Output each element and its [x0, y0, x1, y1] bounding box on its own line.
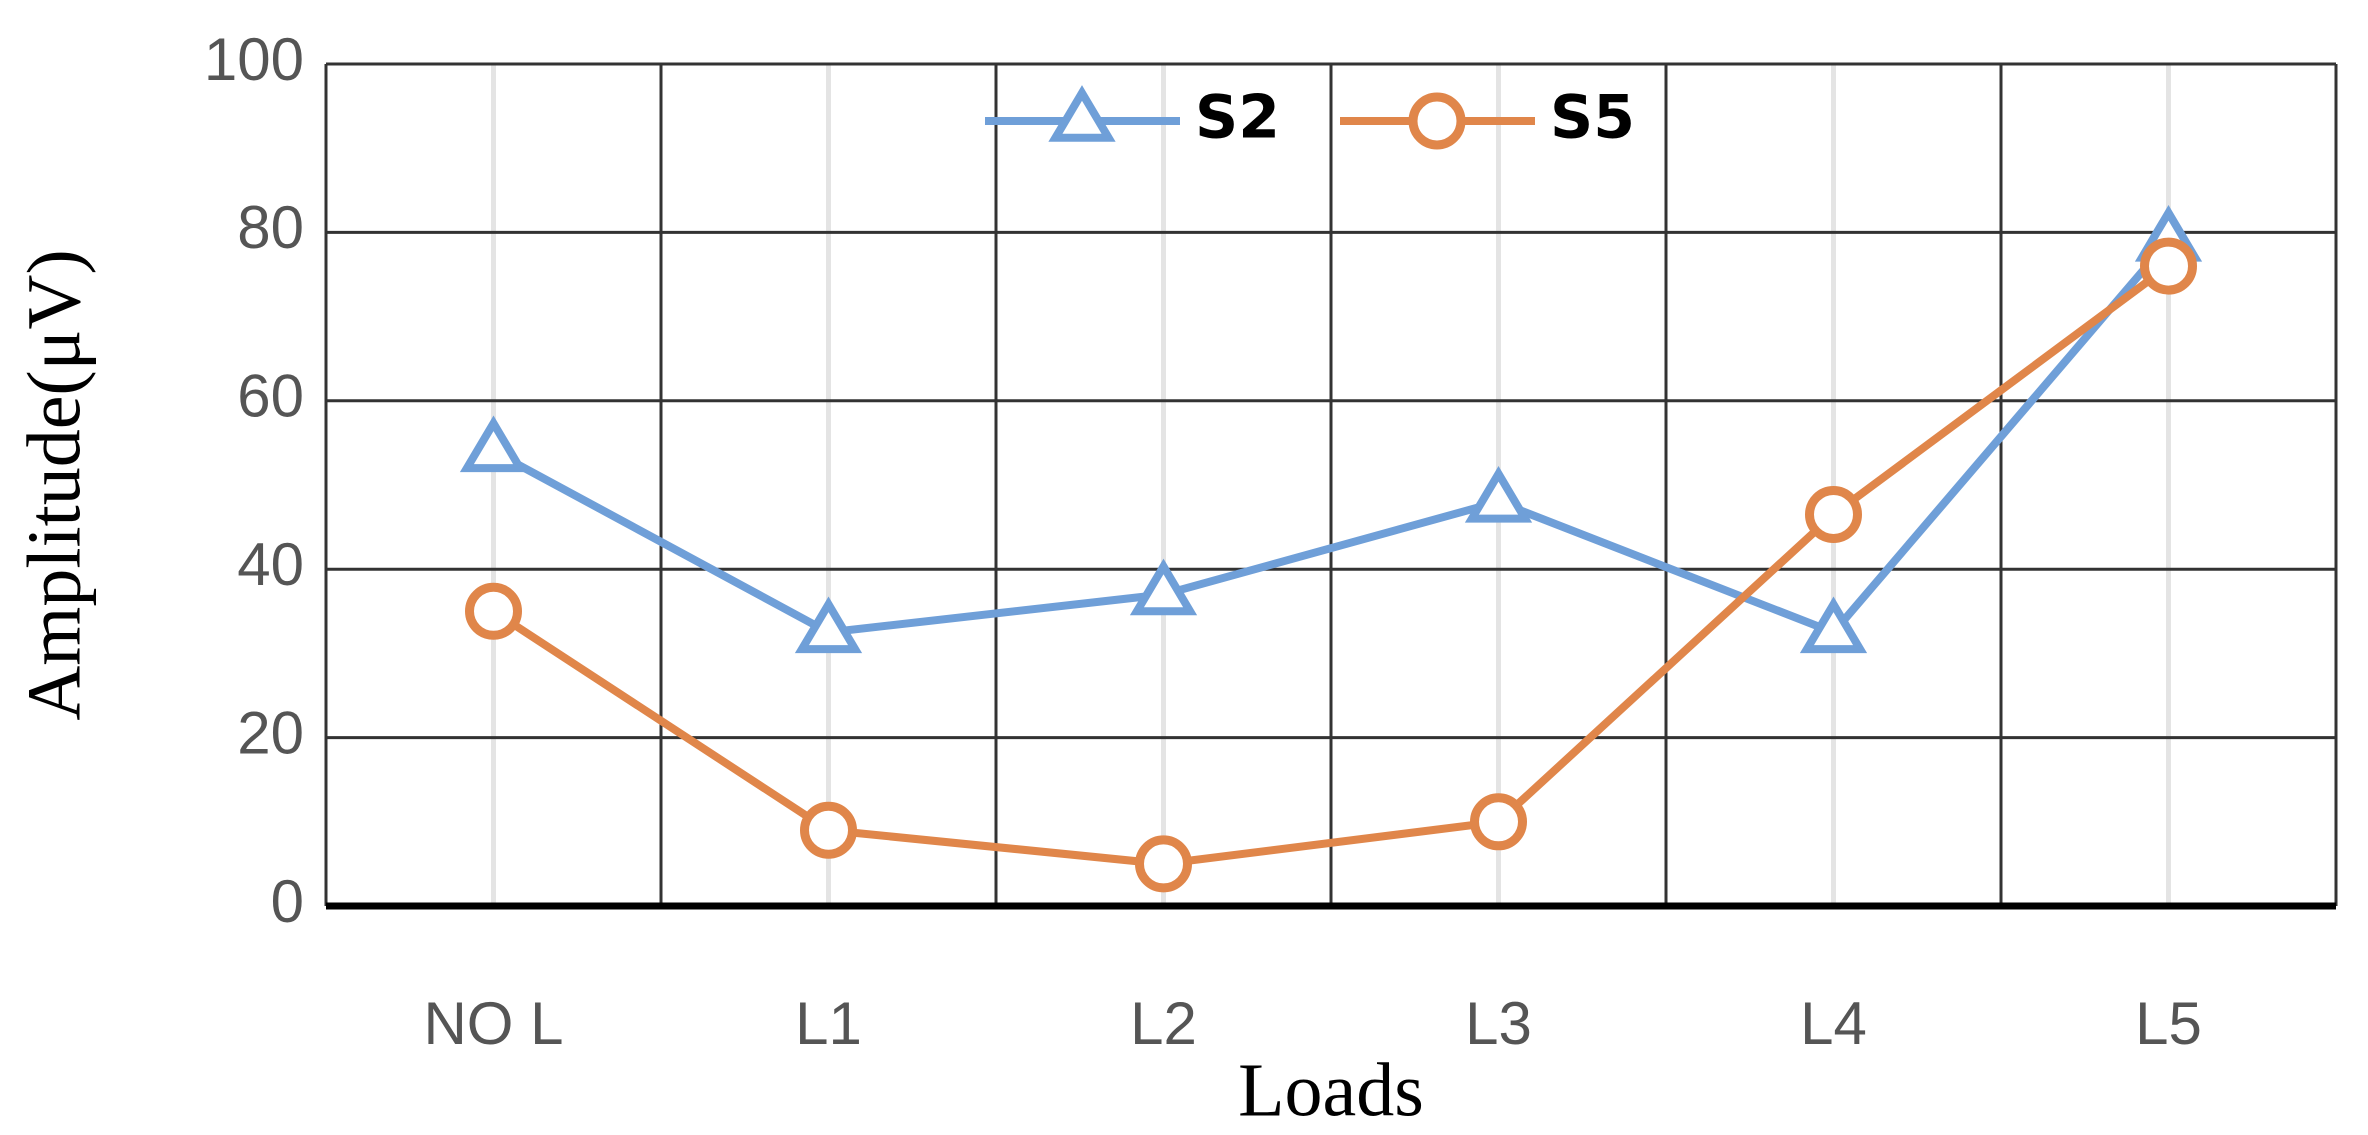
data-point — [2140, 237, 2197, 295]
x-tick-label: L4 — [1800, 990, 1867, 1057]
data-point — [465, 582, 522, 640]
y-tick-label: 100 — [204, 26, 304, 93]
data-point — [1470, 793, 1527, 851]
x-axis-title: Loads — [1238, 1048, 1424, 1132]
legend-label: S2 — [1195, 83, 1280, 153]
x-tick-label: L2 — [1130, 990, 1197, 1057]
y-tick-label: 40 — [237, 531, 304, 598]
y-tick-label: 20 — [237, 699, 304, 766]
data-point — [459, 415, 528, 473]
x-tick-label: NO L — [423, 990, 563, 1057]
data-point — [1129, 558, 1198, 616]
legend-marker — [1408, 92, 1466, 150]
data-point — [1464, 466, 1533, 523]
x-tick-label: L3 — [1465, 990, 1532, 1057]
data-point — [800, 801, 857, 859]
y-tick-label: 80 — [237, 194, 304, 261]
y-axis-title: Amplitude(μV) — [12, 249, 96, 720]
data-point — [794, 596, 863, 654]
series-line — [491, 262, 2171, 868]
legend-label: S5 — [1550, 83, 1635, 153]
legend-marker — [1048, 85, 1116, 142]
x-tick-label: L1 — [795, 990, 862, 1057]
data-point — [1135, 835, 1192, 893]
x-tick-label: L5 — [2135, 990, 2202, 1057]
data-point — [1799, 596, 1868, 654]
data-point — [1805, 485, 1862, 543]
series-line — [491, 238, 2172, 638]
y-tick-label: 60 — [237, 363, 304, 430]
y-tick-label: 0 — [271, 868, 304, 935]
